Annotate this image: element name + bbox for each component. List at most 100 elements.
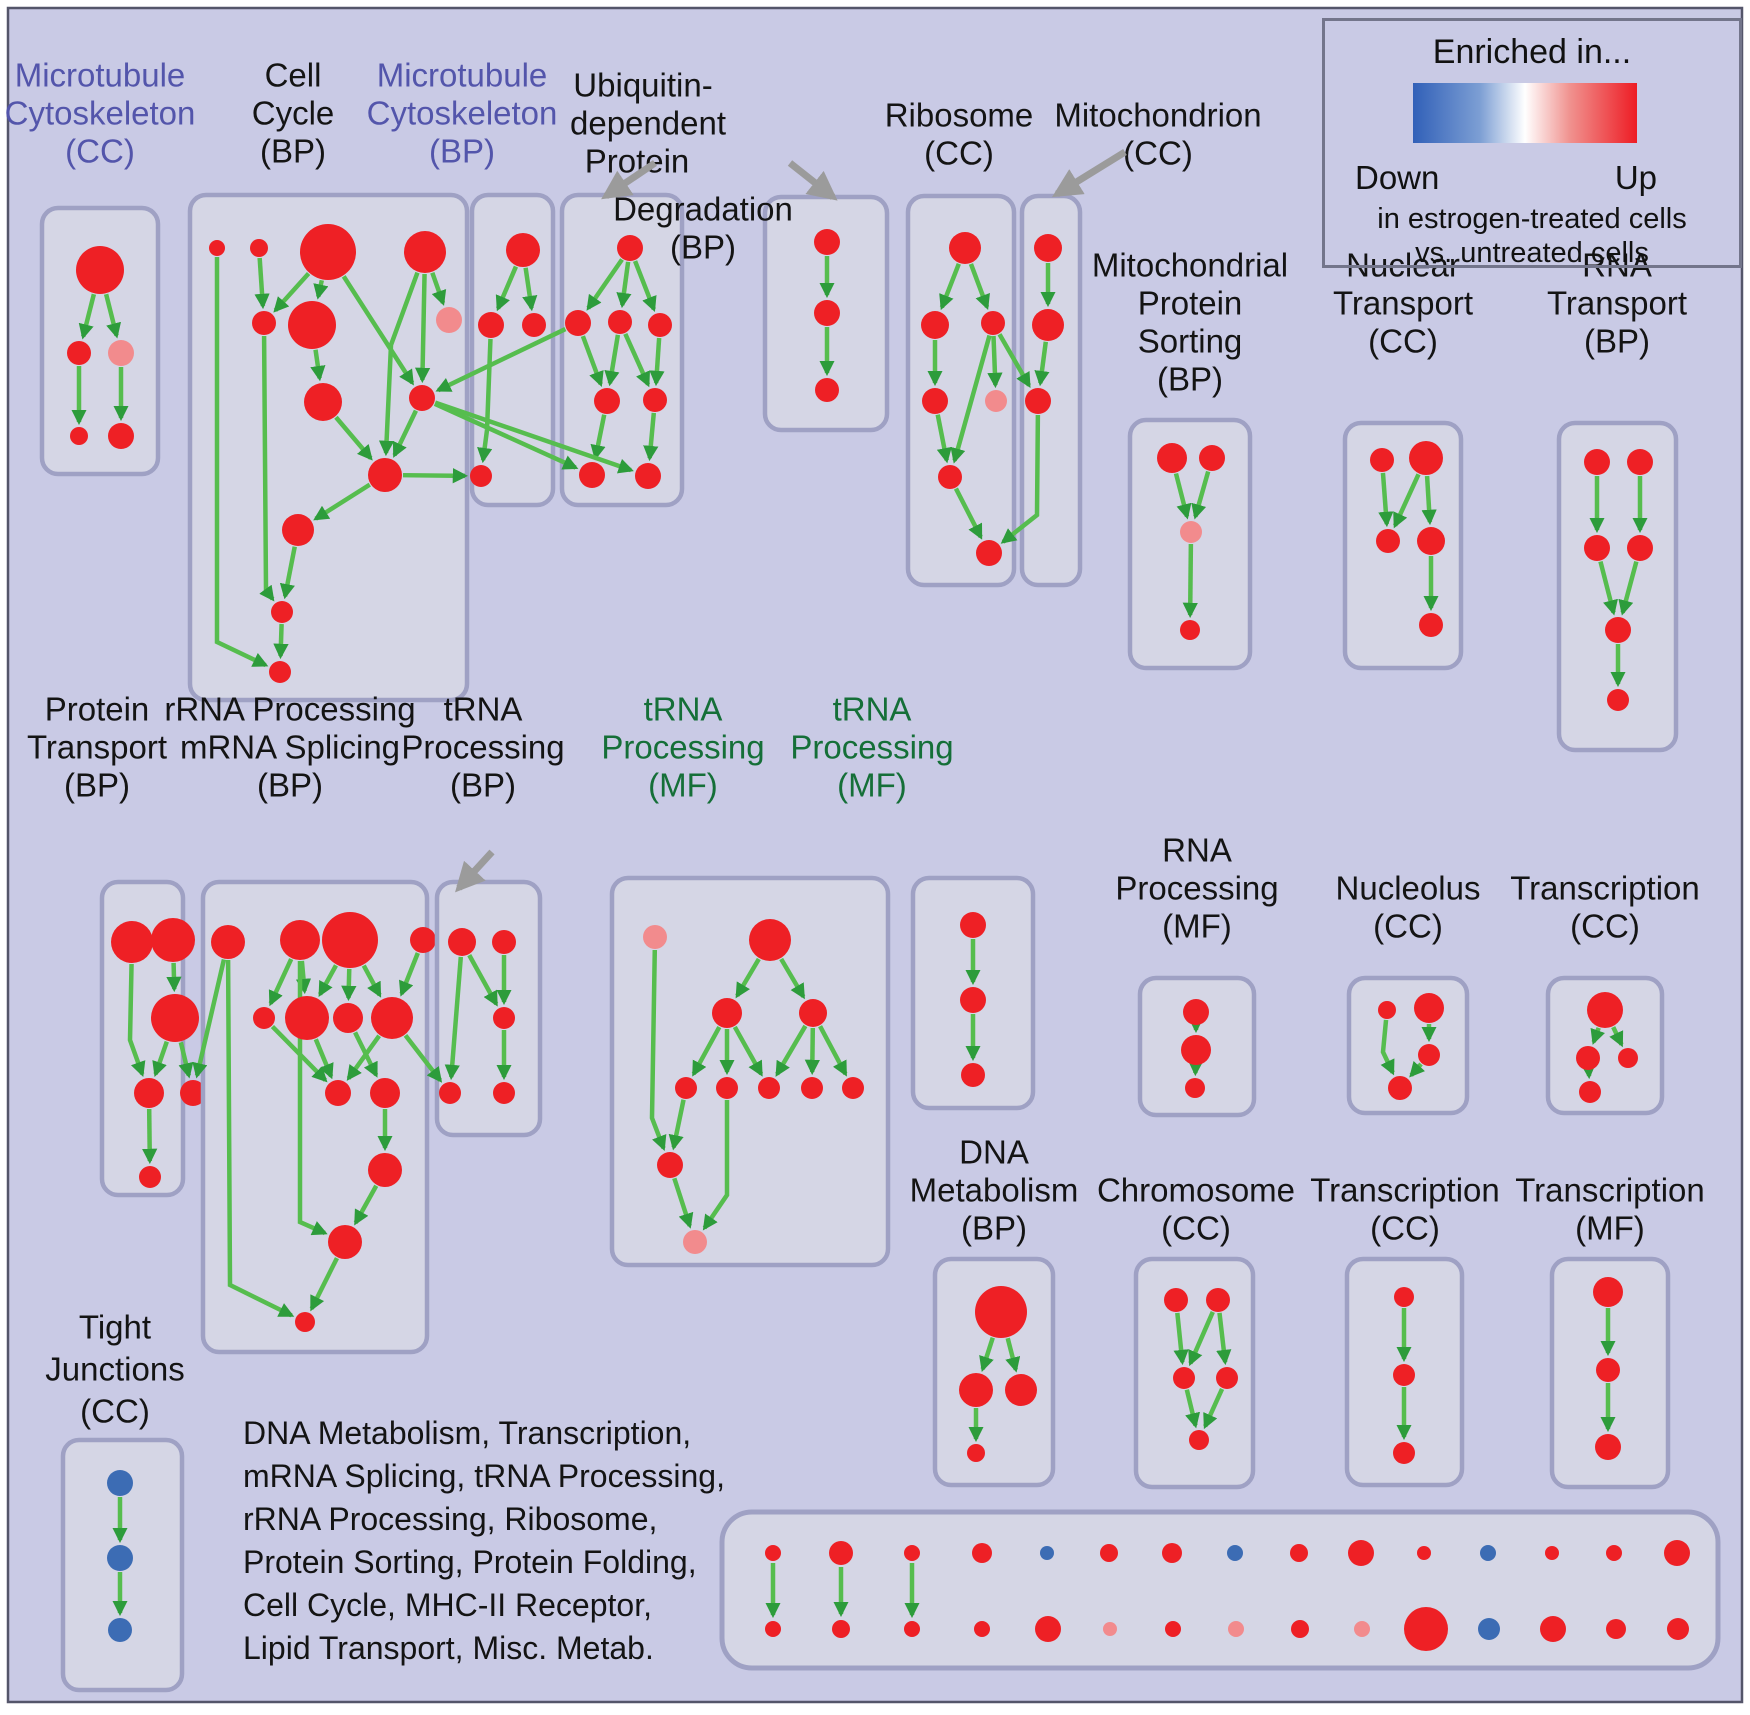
cluster-label-line: Transport	[27, 729, 167, 766]
go-term-node-strip-bottom	[1540, 1616, 1566, 1642]
go-term-node-pt-p6	[139, 1166, 161, 1188]
cluster-pt	[99, 879, 206, 1198]
cluster-tj	[60, 1437, 185, 1693]
cluster-box-chrom	[1133, 1256, 1256, 1490]
edge-arrow	[804, 1027, 821, 1076]
cluster-label-line: (BP)	[961, 1210, 1027, 1247]
edge-arrow	[939, 263, 961, 311]
go-term-node-tmf1-m2	[749, 919, 791, 961]
go-term-node-ub2-e2	[814, 300, 840, 326]
go-term-node-rtrans-a	[1584, 449, 1610, 475]
cluster-label-line: Ubiquitin-	[573, 67, 712, 104]
edge-arrow	[225, 959, 295, 1318]
go-term-node-chrom-a	[1164, 1288, 1188, 1312]
go-term-node-trbp-t1	[448, 928, 476, 956]
cluster-label-line: (BP)	[450, 767, 516, 804]
go-term-node-rrna-n7	[333, 1003, 363, 1033]
cluster-label-line: dependent	[570, 105, 726, 142]
cluster-label-line: (CC)	[1123, 135, 1193, 172]
go-term-node-pt-p4	[134, 1078, 164, 1108]
go-term-node-cc-b12	[271, 601, 293, 623]
edge-arrow	[127, 963, 146, 1078]
go-term-node-rnamf-b	[1181, 1035, 1211, 1065]
go-term-node-strip-top	[1162, 1543, 1182, 1563]
go-term-node-rtrans-ml	[1584, 535, 1610, 561]
go-term-node-mito-g3	[1025, 388, 1051, 414]
go-term-node-tmf1-m5	[675, 1077, 697, 1099]
edge-arrow	[309, 1257, 339, 1312]
go-term-node-strip-bottom	[1404, 1607, 1448, 1651]
go-term-node-tmf1-m8	[801, 1077, 823, 1099]
go-term-node-strip-top	[1348, 1540, 1374, 1566]
edge-arrow	[950, 334, 992, 464]
edge-arrow	[341, 968, 357, 1002]
edge-arrow	[732, 1025, 764, 1077]
edge-arrow	[1618, 560, 1639, 616]
go-term-node-strip-bottom	[1035, 1616, 1061, 1642]
go-term-node-ntrans-ml	[1376, 529, 1400, 553]
cluster-label-line: Mitochondrion	[1054, 97, 1261, 134]
go-term-node-msort-b	[1199, 445, 1225, 471]
cluster-rtrans	[1556, 420, 1679, 753]
cluster-rib	[905, 193, 1017, 588]
edge-arrow	[1184, 1389, 1201, 1429]
go-term-node-ub1-dm	[608, 310, 632, 334]
edge-arrow	[313, 1038, 334, 1080]
go-term-node-tmf2-b	[960, 987, 986, 1013]
go-term-node-rrna-n3	[322, 912, 378, 968]
edge-arrow	[259, 335, 275, 602]
edge-arrow	[1393, 473, 1421, 529]
go-term-node-tj-a	[107, 1470, 133, 1496]
cluster-rnamf	[1137, 975, 1257, 1118]
cluster-label-line: (BP)	[260, 133, 326, 170]
go-term-node-mtcc-l	[67, 341, 91, 365]
edge-arrow	[1203, 1388, 1225, 1430]
go-term-node-cc-b8	[409, 385, 435, 411]
edge-arrow	[1173, 1312, 1189, 1366]
cluster-label-line: Transport	[1333, 285, 1473, 322]
go-term-node-rrna-n13	[328, 1225, 362, 1259]
edge-arrow	[279, 546, 297, 600]
go-term-node-tj-c	[108, 1618, 132, 1642]
go-term-node-strip-bottom	[1103, 1622, 1117, 1636]
edge-arrow	[953, 487, 983, 540]
edge-arrow	[668, 1099, 686, 1151]
cluster-label-line: (CC)	[1368, 323, 1438, 360]
go-term-node-strip-bottom	[904, 1621, 920, 1637]
go-term-node-nucl-a	[1378, 1001, 1396, 1019]
go-term-node-chrom-e	[1189, 1430, 1209, 1450]
legend-caption-line1: in estrogen-treated cells	[1377, 203, 1687, 235]
edge-arrow	[818, 1025, 848, 1077]
cluster-dnam	[932, 1256, 1056, 1488]
go-term-node-nucl-c	[1418, 1044, 1440, 1066]
legend-caption-line2: vs. untreated cells	[1415, 237, 1649, 269]
cluster-mtcc	[39, 205, 161, 477]
footnote-line: rRNA Processing, Ribosome,	[243, 1501, 658, 1537]
cluster-label-line: Ribosome	[885, 97, 1034, 134]
go-term-node-cc-b3	[300, 224, 356, 280]
edge-arrow	[590, 414, 607, 461]
cluster-ub2	[762, 194, 890, 433]
go-term-node-strip-top	[1290, 1544, 1308, 1562]
edge-arrow	[434, 400, 634, 474]
edge-arrow	[78, 293, 97, 340]
go-term-node-ntrans-a	[1370, 448, 1394, 472]
cluster-box-rtrans	[1556, 420, 1679, 753]
go-term-node-ntrans-bot	[1419, 613, 1443, 637]
edge-arrow	[672, 1177, 694, 1229]
cluster-tmf2	[910, 875, 1036, 1111]
cluster-label-line: Transport	[1547, 285, 1687, 322]
cluster-label-line: Transcription	[1515, 1172, 1705, 1209]
go-term-node-tmf1-m10	[657, 1152, 683, 1178]
edge-arrow	[1188, 1311, 1215, 1367]
edge-arrow	[1191, 470, 1211, 520]
go-term-node-strip-bottom	[1291, 1620, 1309, 1638]
go-term-node-rnamf-c	[1185, 1078, 1205, 1098]
cluster-chrom	[1133, 1256, 1256, 1490]
edge-arrow	[414, 273, 431, 384]
cluster-label-line: Cytoskeleton	[367, 95, 558, 132]
legend-down-label: Down	[1355, 159, 1440, 196]
cluster-rrna	[200, 879, 436, 1355]
cluster-label-line: (CC)	[65, 133, 135, 170]
